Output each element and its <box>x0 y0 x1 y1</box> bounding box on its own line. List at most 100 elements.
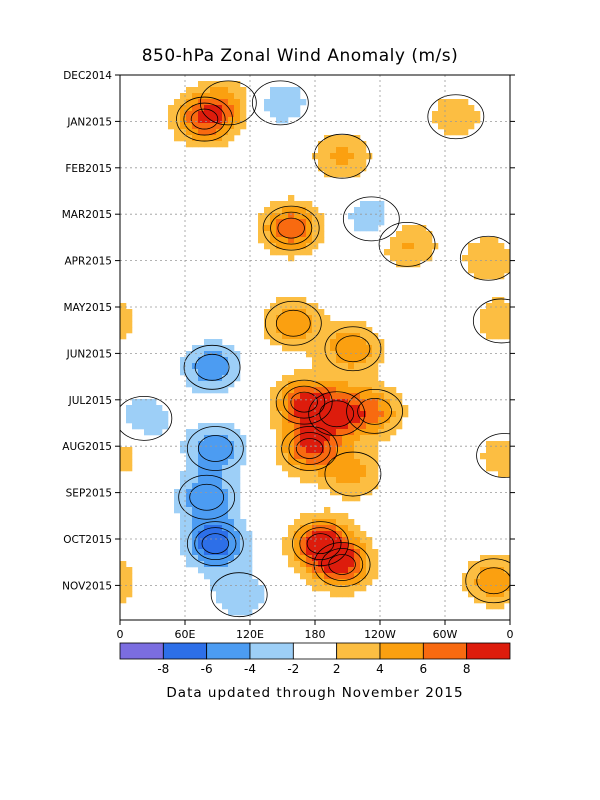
heatmap-cell <box>222 381 229 388</box>
heatmap-cell <box>300 231 307 238</box>
heatmap-cell <box>486 321 493 328</box>
heatmap-cell <box>282 411 289 418</box>
heatmap-cell <box>132 399 139 406</box>
heatmap-cell <box>330 339 337 346</box>
heatmap-cell <box>306 207 313 214</box>
heatmap-cell <box>204 111 211 118</box>
heatmap-cell <box>180 129 187 136</box>
heatmap-cell <box>348 453 355 460</box>
heatmap-cell <box>336 165 343 172</box>
heatmap-cell <box>348 345 355 352</box>
heatmap-cell <box>324 369 331 376</box>
heatmap-cell <box>414 225 421 232</box>
heatmap-cell <box>294 531 301 538</box>
heatmap-cell <box>462 117 469 124</box>
heatmap-cell <box>312 351 319 358</box>
contour-line <box>251 80 309 126</box>
heatmap-cell <box>306 447 313 454</box>
heatmap-cell <box>192 135 199 142</box>
colorbar-tick-label: -4 <box>244 662 256 676</box>
heatmap-cell <box>348 549 355 556</box>
heatmap-cell <box>450 123 457 130</box>
heatmap-cell <box>480 309 487 316</box>
colorbar-tick-label: -2 <box>287 662 299 676</box>
heatmap-cell <box>240 435 247 442</box>
heatmap-cell <box>306 471 313 478</box>
heatmap-cell <box>330 399 337 406</box>
x-tick-label: 60W <box>433 628 458 641</box>
heatmap-cell <box>492 255 499 262</box>
heatmap-cell <box>300 201 307 208</box>
heatmap-cell <box>276 201 283 208</box>
heatmap-cell <box>186 537 193 544</box>
heatmap-cell <box>354 441 361 448</box>
heatmap-cell <box>336 393 343 400</box>
heatmap-cell <box>366 573 373 580</box>
heatmap-cell <box>342 585 349 592</box>
heatmap-cell <box>234 519 241 526</box>
heatmap-cell <box>216 141 223 148</box>
heatmap-cell <box>270 207 277 214</box>
heatmap-cell <box>246 531 253 538</box>
heatmap-cell <box>486 261 493 268</box>
heatmap-cell <box>498 603 505 610</box>
heatmap-cell <box>198 345 205 352</box>
heatmap-cell <box>330 435 337 442</box>
heatmap-cell <box>198 357 205 364</box>
heatmap-cell <box>426 243 433 250</box>
heatmap-cell <box>180 123 187 130</box>
heatmap-cell <box>372 573 379 580</box>
heatmap-cell <box>336 159 343 166</box>
heatmap-cell <box>306 531 313 538</box>
heatmap-cell <box>366 351 373 358</box>
y-tick-label: SEP2015 <box>66 488 112 500</box>
heatmap-cell <box>330 453 337 460</box>
heatmap-cell <box>342 369 349 376</box>
heatmap-cell <box>180 513 187 520</box>
heatmap-cell <box>486 243 493 250</box>
heatmap-cell <box>300 573 307 580</box>
heatmap-cell <box>384 249 391 256</box>
contour-line <box>183 102 226 136</box>
heatmap-cell <box>288 381 295 388</box>
heatmap-cell <box>498 459 505 466</box>
heatmap-cell <box>360 411 367 418</box>
heatmap-cell <box>486 447 493 454</box>
heatmap-cell <box>210 453 217 460</box>
heatmap-cell <box>204 489 211 496</box>
heatmap-cell <box>294 207 301 214</box>
heatmap-cell <box>246 555 253 562</box>
heatmap-cell <box>318 567 325 574</box>
heatmap-cell <box>198 375 205 382</box>
heatmap-cell <box>228 519 235 526</box>
heatmap-cell <box>210 555 217 562</box>
heatmap-cell <box>360 483 367 490</box>
heatmap-cell <box>480 597 487 604</box>
heatmap-cell <box>204 543 211 550</box>
heatmap-cell <box>246 585 253 592</box>
heatmap-cell <box>468 573 475 580</box>
heatmap-cell <box>306 549 313 556</box>
heatmap-cell <box>306 567 313 574</box>
heatmap-cell <box>204 471 211 478</box>
heatmap-cell <box>258 597 265 604</box>
heatmap-cell <box>234 453 241 460</box>
heatmap-cell <box>342 459 349 466</box>
contour-line <box>295 438 324 459</box>
heatmap-cell <box>390 237 397 244</box>
heatmap-cell <box>144 417 151 424</box>
heatmap-cell <box>204 135 211 142</box>
heatmap-cell <box>354 165 361 172</box>
heatmap-cell <box>330 471 337 478</box>
heatmap-cell <box>330 153 337 160</box>
heatmap-cell <box>432 117 439 124</box>
contour-line <box>275 379 333 425</box>
heatmap-cell <box>288 417 295 424</box>
heatmap-cell <box>282 99 289 106</box>
heatmap-cell <box>324 417 331 424</box>
heatmap-cell <box>282 423 289 430</box>
heatmap-cell <box>216 459 223 466</box>
heatmap-cell <box>318 339 325 346</box>
heatmap-cell <box>186 111 193 118</box>
heatmap-cell <box>324 333 331 340</box>
